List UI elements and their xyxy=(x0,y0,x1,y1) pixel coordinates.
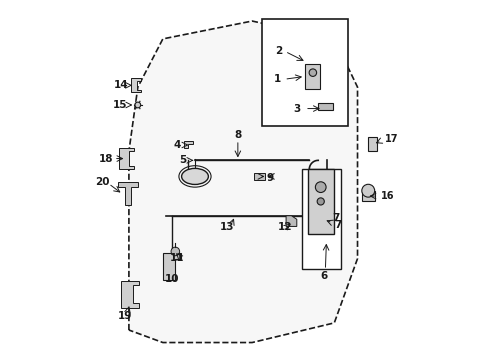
Circle shape xyxy=(171,247,180,256)
Text: 15: 15 xyxy=(113,100,127,110)
Polygon shape xyxy=(286,216,297,226)
Text: 12: 12 xyxy=(278,222,292,232)
Polygon shape xyxy=(318,103,333,111)
Polygon shape xyxy=(184,141,193,148)
Text: 5: 5 xyxy=(179,156,187,165)
Polygon shape xyxy=(163,253,181,280)
Text: 17: 17 xyxy=(385,134,398,144)
Text: 7: 7 xyxy=(334,220,342,230)
Polygon shape xyxy=(362,191,375,202)
Polygon shape xyxy=(368,137,377,152)
Text: 18: 18 xyxy=(99,154,114,163)
Bar xyxy=(305,64,320,89)
Circle shape xyxy=(309,69,317,76)
Polygon shape xyxy=(129,21,358,342)
Text: 1: 1 xyxy=(274,74,281,84)
Circle shape xyxy=(135,102,141,108)
Circle shape xyxy=(316,182,326,193)
Bar xyxy=(308,169,334,234)
Text: 14: 14 xyxy=(113,80,128,90)
Bar xyxy=(302,169,342,269)
Text: 16: 16 xyxy=(381,191,394,201)
Ellipse shape xyxy=(182,168,208,184)
Text: 3: 3 xyxy=(293,104,300,113)
Polygon shape xyxy=(119,148,134,169)
Polygon shape xyxy=(118,182,138,205)
Text: 2: 2 xyxy=(275,46,283,56)
Circle shape xyxy=(362,184,375,197)
Text: 20: 20 xyxy=(95,177,109,187)
Circle shape xyxy=(317,198,324,205)
Text: 7: 7 xyxy=(332,212,340,222)
Bar xyxy=(262,19,348,126)
Text: 13: 13 xyxy=(220,222,234,232)
Polygon shape xyxy=(121,281,139,308)
Text: 6: 6 xyxy=(320,271,328,281)
Text: 11: 11 xyxy=(170,253,184,263)
Bar xyxy=(254,173,265,180)
Polygon shape xyxy=(131,78,141,92)
Text: 10: 10 xyxy=(165,274,179,284)
Text: 8: 8 xyxy=(234,130,242,140)
Text: 19: 19 xyxy=(118,311,132,321)
Text: 4: 4 xyxy=(173,140,181,150)
Text: 9: 9 xyxy=(267,173,273,183)
